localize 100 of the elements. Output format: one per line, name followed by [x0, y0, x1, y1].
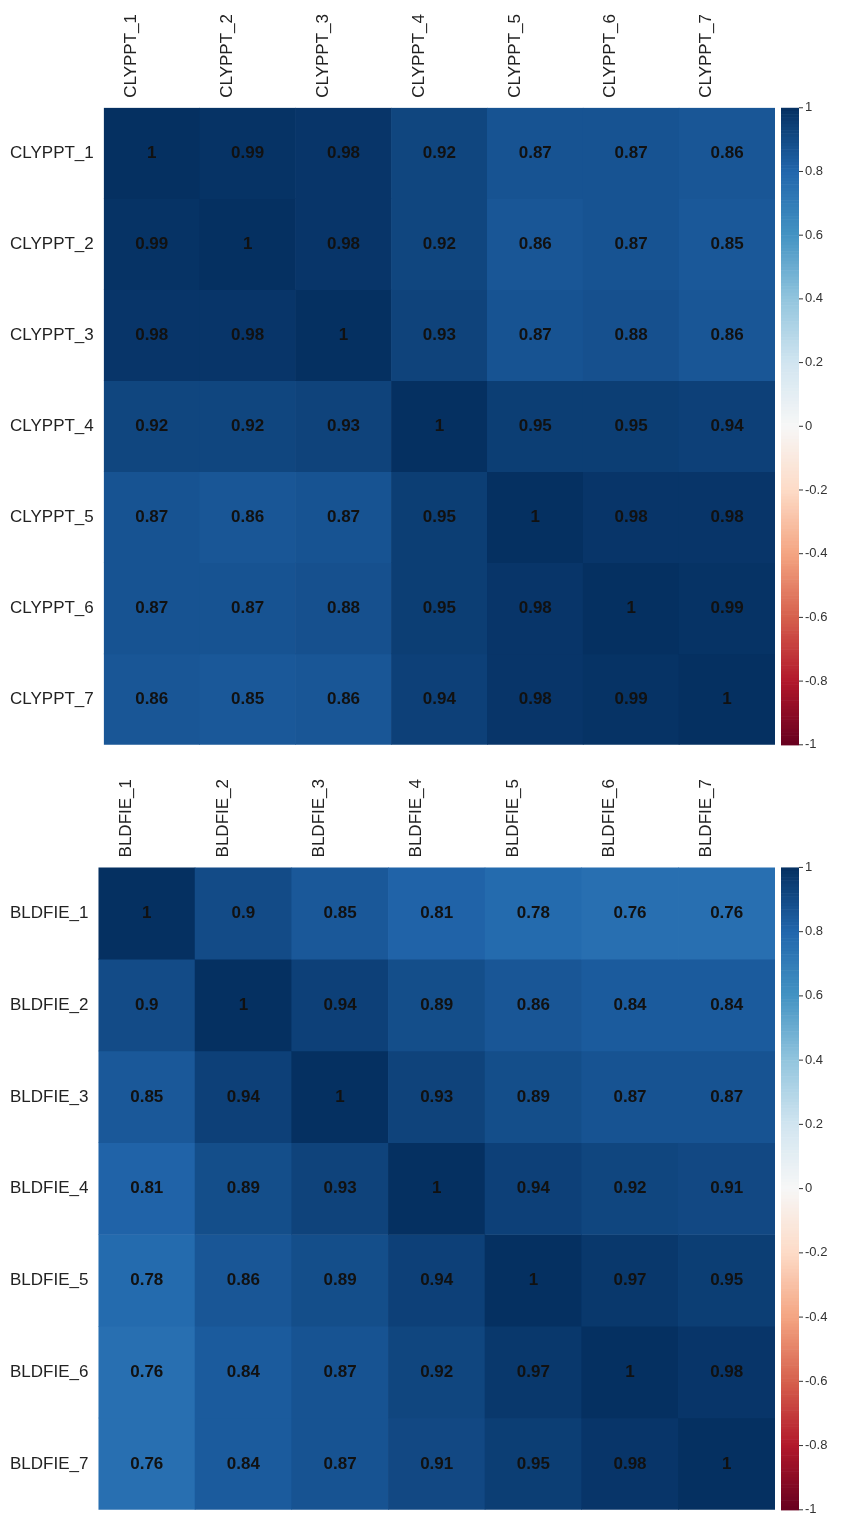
- data-label: 1: [242, 233, 253, 253]
- color-bar-label: -0.2: [805, 1244, 828, 1260]
- x-tick-label: CLYPPT_5: [504, 14, 524, 98]
- y-tick-label: CLYPPT_2: [10, 233, 94, 253]
- data-label: 0.86: [710, 324, 744, 344]
- data-label: 0.87: [323, 1453, 357, 1473]
- data-label: 0.99: [135, 233, 169, 253]
- data-label: 0.98: [710, 506, 744, 526]
- data-label: 1: [721, 1453, 732, 1473]
- color-bar-label: 0.8: [805, 923, 824, 939]
- data-label: 0.94: [420, 1270, 454, 1290]
- color-bar-label: -0.8: [805, 672, 828, 688]
- y-tick-label: BLDFIE_6: [9, 1361, 89, 1381]
- color-bar-label: -0.6: [805, 608, 828, 624]
- data-label: 0.84: [226, 1453, 261, 1473]
- data-label: 1: [434, 415, 445, 435]
- data-label: 0.87: [135, 597, 169, 617]
- data-label: 0.88: [326, 597, 361, 617]
- data-label: 0.94: [422, 688, 457, 708]
- color-bar-label: 0.8: [805, 163, 824, 179]
- data-label: 1: [238, 994, 249, 1014]
- data-label: 0.91: [420, 1453, 454, 1473]
- data-label: 0.87: [518, 142, 552, 162]
- data-label: 0.92: [613, 1178, 647, 1198]
- color-bar-label: -0.4: [805, 545, 828, 561]
- data-label: 0.87: [710, 1086, 744, 1106]
- data-label: 0.98: [326, 233, 361, 253]
- data-label: 0.98: [710, 1361, 744, 1381]
- data-label: 0.92: [422, 233, 456, 253]
- data-label: 0.99: [710, 597, 744, 617]
- data-label: 0.98: [518, 597, 552, 617]
- data-label: 1: [146, 142, 157, 162]
- x-tick-label: BLDFIE_7: [695, 778, 715, 858]
- data-label: 0.87: [326, 506, 361, 526]
- data-label: 0.89: [516, 1086, 550, 1106]
- data-label: 1: [722, 688, 732, 708]
- data-label: 1: [528, 1270, 539, 1290]
- y-tick-label: BLDFIE_3: [9, 1086, 89, 1106]
- data-label: 0.87: [231, 597, 265, 617]
- data-label: 0.85: [231, 688, 265, 708]
- y-tick-label: BLDFIE_4: [9, 1178, 89, 1198]
- data-label: 0.87: [135, 506, 169, 526]
- data-label: 0.92: [135, 415, 169, 435]
- y-tick-label: CLYPPT_6: [10, 597, 94, 617]
- data-label: 0.98: [135, 324, 169, 344]
- color-bar-label: -0.6: [805, 1372, 828, 1388]
- color-bar-label: -1: [805, 736, 817, 752]
- data-label: 0.95: [516, 1453, 550, 1473]
- x-tick-label: BLDFIE_2: [212, 778, 232, 858]
- y-tick-label: CLYPPT_5: [10, 506, 94, 526]
- data-label: 0.95: [614, 415, 648, 435]
- data-label: 0.98: [613, 1453, 647, 1473]
- data-label: 0.9: [231, 903, 256, 922]
- color-bar-label: 1: [805, 859, 813, 874]
- color-bar-label: 1: [805, 99, 813, 115]
- color-bar-label: 0: [805, 417, 813, 433]
- data-label: 0.76: [613, 903, 647, 922]
- x-tick-label: CLYPPT_6: [600, 14, 620, 98]
- data-label: 0.94: [226, 1086, 261, 1106]
- data-label: 0.93: [326, 415, 361, 435]
- data-label: 0.87: [518, 324, 552, 344]
- data-label: 0.76: [710, 903, 744, 922]
- color-bar-label: 0.2: [805, 354, 824, 370]
- data-label: 0.76: [130, 1453, 164, 1473]
- y-tick-label: BLDFIE_5: [9, 1270, 89, 1290]
- data-label: 0.92: [231, 415, 265, 435]
- color-bar-label: 0.4: [805, 290, 824, 306]
- data-label: 1: [431, 1178, 442, 1198]
- x-tick-label: BLDFIE_4: [406, 778, 425, 858]
- y-tick-label: BLDFIE_2: [9, 994, 89, 1014]
- x-tick-label: CLYPPT_7: [696, 14, 716, 98]
- x-tick-label: BLDFIE_5: [502, 778, 522, 858]
- data-label: 0.93: [420, 1086, 454, 1106]
- data-label: 0.86: [326, 688, 361, 708]
- data-label: 0.98: [231, 324, 265, 344]
- data-label: 0.86: [516, 994, 550, 1014]
- data-label: 0.98: [518, 688, 552, 708]
- data-label: 0.89: [323, 1270, 357, 1290]
- data-label: 0.97: [613, 1270, 647, 1290]
- data-label: 0.86: [226, 1270, 260, 1290]
- data-label: 0.87: [613, 1086, 647, 1106]
- data-label: 0.95: [422, 597, 456, 617]
- data-label: 0.85: [130, 1086, 164, 1106]
- data-label: 0.94: [323, 994, 358, 1014]
- data-label: 0.99: [231, 142, 265, 162]
- data-label: 1: [142, 903, 152, 922]
- y-tick-label: CLYPPT_4: [10, 415, 94, 435]
- data-label: 0.87: [614, 233, 648, 253]
- data-label: 0.93: [323, 1178, 357, 1198]
- data-label: 0.84: [613, 994, 648, 1014]
- data-label: 0.91: [710, 1178, 744, 1198]
- data-label: 0.97: [516, 1361, 550, 1381]
- data-label: 0.76: [130, 1361, 164, 1381]
- data-label: 1: [626, 597, 636, 617]
- color-bar-label: -0.4: [805, 1308, 828, 1324]
- color-bar-label: 0.6: [805, 987, 824, 1003]
- color-bar-label: 0.6: [805, 226, 824, 242]
- data-label: 0.78: [130, 1270, 164, 1290]
- data-label: 0.94: [710, 415, 745, 435]
- data-label: 0.95: [518, 415, 552, 435]
